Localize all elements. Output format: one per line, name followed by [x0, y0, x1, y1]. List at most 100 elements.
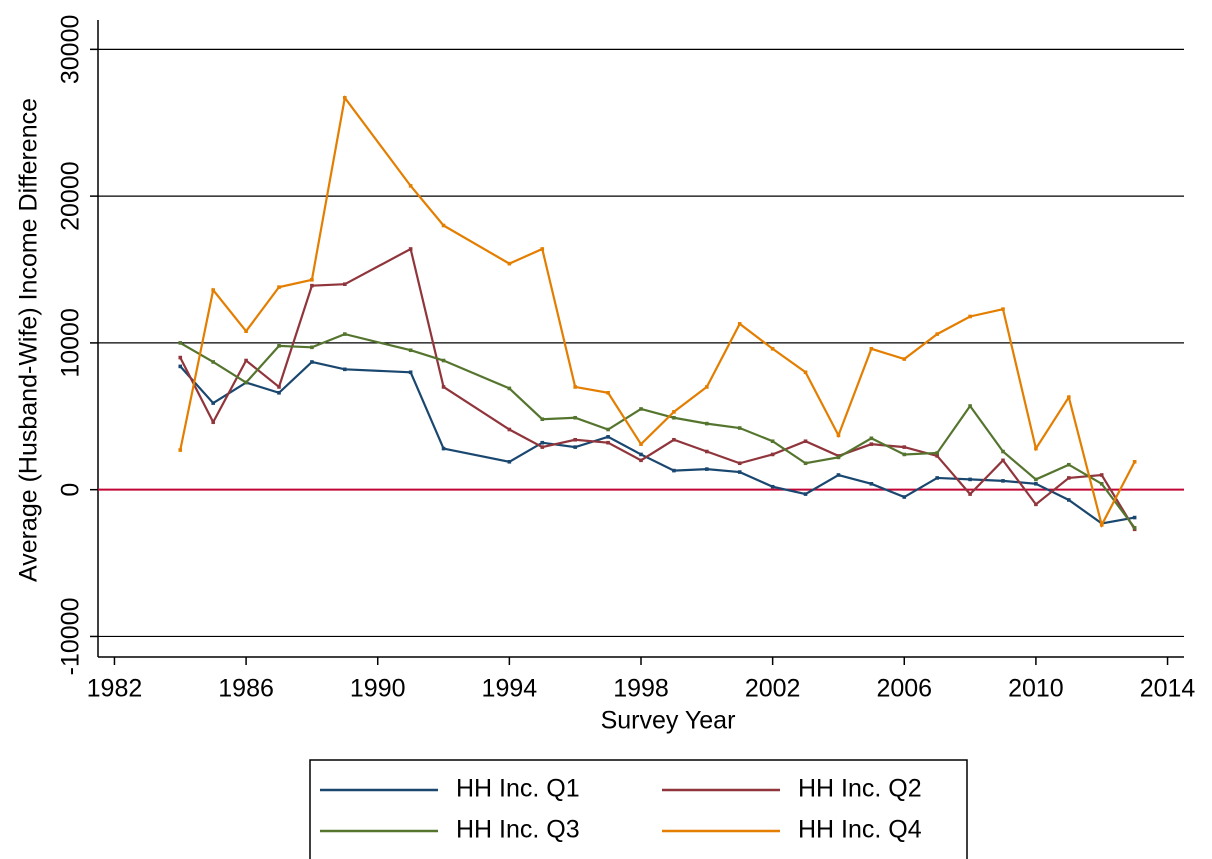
point-marker: [211, 401, 215, 405]
x-axis-title: Survey Year: [601, 707, 736, 735]
x-tick-label: 1998: [613, 675, 669, 703]
point-marker: [836, 473, 841, 477]
point-marker: [573, 437, 577, 442]
point-marker: [1001, 449, 1005, 454]
y-tick-label: 10000: [57, 308, 85, 378]
point-marker: [178, 355, 183, 360]
point-marker: [1001, 307, 1005, 311]
point-marker: [573, 415, 577, 420]
point-marker: [902, 445, 907, 449]
point-marker: [803, 461, 808, 466]
x-tick-label: 2010: [1008, 675, 1064, 703]
point-marker: [803, 492, 808, 496]
point-marker: [343, 332, 347, 336]
point-marker: [441, 223, 446, 228]
point-marker: [737, 322, 742, 326]
point-marker: [705, 449, 709, 454]
point-marker: [1132, 459, 1137, 464]
x-tick-label: 1994: [482, 675, 538, 703]
point-marker: [310, 277, 314, 282]
point-marker: [902, 357, 907, 361]
point-marker: [705, 385, 709, 389]
point-marker: [639, 442, 643, 446]
point-marker: [869, 436, 874, 441]
y-axis-title: Average (Husband-Wife) Income Difference: [15, 98, 43, 582]
point-marker: [1099, 473, 1104, 477]
point-marker: [737, 461, 742, 466]
point-marker: [639, 452, 643, 457]
point-marker: [803, 439, 808, 444]
x-tick-label: 2014: [1140, 675, 1196, 703]
y-tick-label: 20000: [57, 161, 85, 231]
point-marker: [343, 282, 347, 286]
y-tick-label: -10000: [57, 598, 85, 676]
point-marker: [540, 440, 545, 445]
point-marker: [178, 341, 183, 345]
point-marker: [540, 247, 545, 251]
point-marker: [244, 380, 248, 385]
point-marker: [705, 421, 709, 426]
x-tick-label: 1990: [350, 675, 406, 703]
point-marker: [968, 477, 972, 482]
point-marker: [770, 439, 775, 444]
series-line: [179, 247, 1136, 530]
x-tick-label: 1986: [218, 675, 274, 703]
point-marker: [606, 435, 610, 439]
point-marker: [178, 364, 183, 369]
point-marker: [737, 426, 742, 430]
point-marker: [639, 407, 643, 411]
point-marker: [507, 459, 512, 464]
point-marker: [606, 391, 610, 395]
x-tick-label: 2002: [745, 675, 801, 703]
point-marker: [310, 360, 314, 364]
point-marker: [770, 346, 775, 351]
point-marker: [277, 391, 281, 395]
point-marker: [441, 446, 446, 451]
point-marker: [902, 452, 907, 457]
y-tick-label: 0: [57, 483, 85, 497]
point-marker: [540, 445, 545, 449]
point-marker: [1132, 515, 1137, 520]
point-marker: [441, 385, 446, 389]
point-marker: [902, 495, 907, 499]
point-marker: [606, 440, 610, 445]
legend-label: HH Inc. Q2: [798, 775, 922, 803]
point-marker: [408, 247, 413, 251]
point-marker: [277, 385, 281, 389]
point-marker: [836, 433, 841, 438]
point-marker: [1034, 482, 1038, 486]
point-marker: [935, 476, 939, 480]
point-marker: [244, 358, 248, 363]
legend-label: HH Inc. Q1: [456, 775, 580, 803]
point-marker: [1067, 462, 1071, 467]
point-marker: [935, 332, 939, 336]
point-marker: [408, 348, 413, 353]
point-marker: [968, 314, 972, 319]
point-marker: [672, 437, 676, 442]
point-marker: [277, 344, 281, 348]
point-marker: [770, 484, 775, 489]
point-marker: [507, 427, 512, 432]
series-line: [179, 332, 1136, 529]
point-marker: [441, 358, 446, 363]
point-marker: [1099, 482, 1104, 486]
point-marker: [672, 415, 676, 420]
point-marker: [803, 370, 808, 375]
x-tick-label: 1982: [87, 675, 143, 703]
point-marker: [573, 445, 577, 449]
point-marker: [968, 404, 972, 408]
y-tick-label: 30000: [57, 15, 85, 85]
point-marker: [672, 468, 676, 473]
x-tick-label: 2006: [876, 675, 932, 703]
series-line: [179, 95, 1136, 528]
legend-box: [309, 759, 968, 859]
point-marker: [408, 184, 413, 188]
point-marker: [507, 386, 512, 391]
point-marker: [672, 410, 676, 414]
point-marker: [310, 345, 314, 350]
point-marker: [737, 470, 742, 474]
point-marker: [211, 360, 215, 364]
point-marker: [1067, 395, 1071, 400]
point-marker: [836, 455, 841, 460]
point-marker: [869, 442, 874, 446]
